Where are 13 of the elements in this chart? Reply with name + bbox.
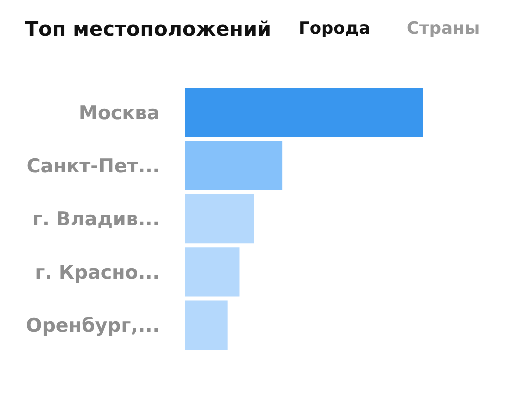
- y-tick-label: Санкт-Пет...: [26, 155, 160, 178]
- bar: [185, 194, 254, 244]
- chart-title: Топ местоположений: [25, 17, 272, 41]
- text: Города: [299, 19, 371, 39]
- y-tick-label: Москва: [79, 102, 160, 124]
- y-tick-label: г. Красно...: [35, 262, 160, 284]
- bar: [185, 141, 283, 190]
- text: Страны: [407, 19, 480, 39]
- bar: [185, 248, 240, 297]
- bar: [185, 88, 423, 138]
- y-tick-label: г. Владив...: [32, 208, 160, 231]
- bar: [185, 300, 228, 350]
- y-tick-label: Оренбург,...: [26, 315, 160, 338]
